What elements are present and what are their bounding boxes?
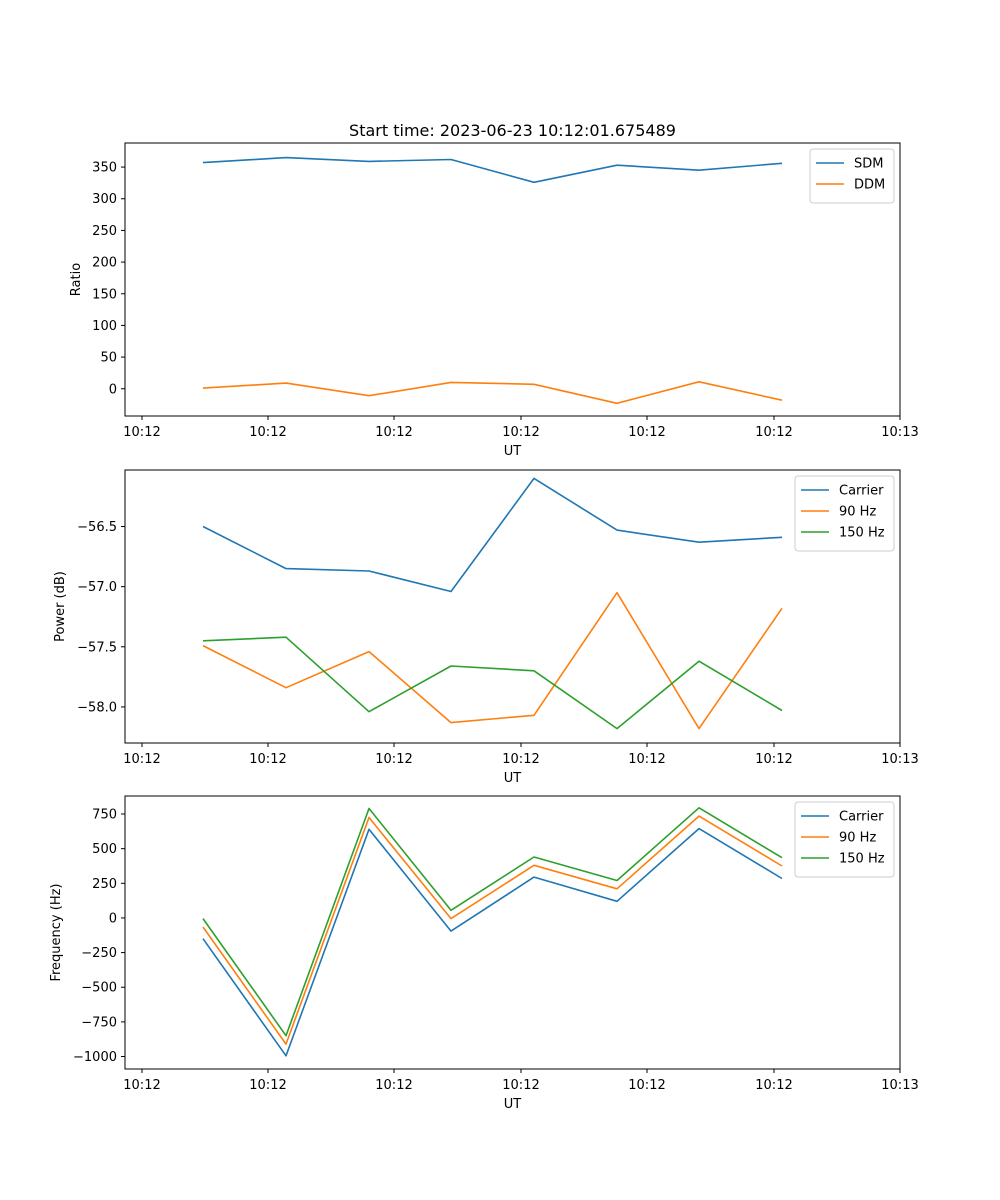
x-tick-label: 10:12 [123,425,160,440]
y-axis-label: Power (dB) [53,571,68,642]
x-tick-label: 10:12 [502,752,539,767]
y-tick-label: 250 [92,224,117,239]
legend-label: DDM [854,178,885,193]
x-tick-label: 10:12 [502,1078,539,1093]
y-tick-label: −750 [81,1015,117,1030]
series-line-90-hz [202,591,783,730]
series-line-ddm [202,380,783,405]
series-line-150-hz [202,636,783,730]
x-tick-label: 10:12 [123,1078,160,1093]
x-tick-label: 10:12 [375,752,412,767]
x-axis-label: UT [504,1097,522,1112]
x-tick-label: 10:13 [881,425,918,440]
x-tick-label: 10:12 [755,1078,792,1093]
series-line-150-hz [202,806,783,1037]
chart-panel-1: 10:12 10:12 10:12 10:12 10:12 10:12 10:13 0 50 10… [69,121,919,459]
plot-frame [124,469,901,744]
y-tick-label: −56.5 [77,520,117,535]
y-tick-label: −57.0 [77,580,117,595]
x-tick-label: 10:12 [123,752,160,767]
y-tick-label: 750 [92,808,117,823]
legend-label: Carrier [839,484,884,499]
y-tick-label: 350 [92,161,117,176]
y-tick-label: 100 [92,319,117,334]
x-axis-label: UT [504,444,522,459]
plot-frame [124,142,901,417]
legend-label: 90 Hz [839,505,876,520]
series-line-sdm [202,156,783,184]
y-tick-label: 0 [109,382,117,397]
y-tick-label: 500 [92,842,117,857]
x-tick-label: 10:12 [249,425,286,440]
y-tick-label: −57.5 [77,640,117,655]
y-tick-label: −500 [81,981,117,996]
legend-label: SDM [854,157,883,172]
y-axis-label: Frequency (Hz) [49,883,64,981]
x-tick-label: 10:12 [375,1078,412,1093]
chart-panel-3: 10:12 10:12 10:12 10:12 10:12 10:12 10:13 750 50… [49,795,919,1112]
x-tick-label: 10:13 [881,752,918,767]
chart-panel-2: 10:12 10:12 10:12 10:12 10:12 10:12 10:13 −56.5… [53,469,919,786]
y-tick-label: 50 [100,351,117,366]
series-line-carrier [202,477,783,593]
x-tick-label: 10:12 [502,425,539,440]
plot-frame [124,795,901,1070]
x-tick-label: 10:13 [881,1078,918,1093]
x-tick-label: 10:12 [755,425,792,440]
y-tick-label: 0 [109,911,117,926]
series-line-carrier [202,827,783,1057]
legend-label: 90 Hz [839,831,876,846]
y-tick-label: 150 [92,287,117,302]
x-axis-label: UT [504,771,522,786]
series-line-90-hz [202,815,783,1045]
legend-label: 150 Hz [839,526,885,541]
y-tick-label: −250 [81,946,117,961]
legend-label: Carrier [839,810,884,825]
x-tick-label: 10:12 [755,752,792,767]
chart-title: Start time: 2023-06-23 10:12:01.675489 [349,121,676,140]
y-tick-label: −1000 [73,1050,117,1065]
y-axis-label: Ratio [69,263,84,296]
x-tick-label: 10:12 [628,752,665,767]
y-tick-label: 250 [92,877,117,892]
y-tick-label: 300 [92,192,117,207]
x-tick-label: 10:12 [249,752,286,767]
legend-label: 150 Hz [839,852,885,867]
y-tick-label: 200 [92,256,117,271]
x-tick-label: 10:12 [375,425,412,440]
x-tick-label: 10:12 [628,425,665,440]
x-tick-label: 10:12 [249,1078,286,1093]
y-tick-label: −58.0 [77,700,117,715]
x-tick-label: 10:12 [628,1078,665,1093]
